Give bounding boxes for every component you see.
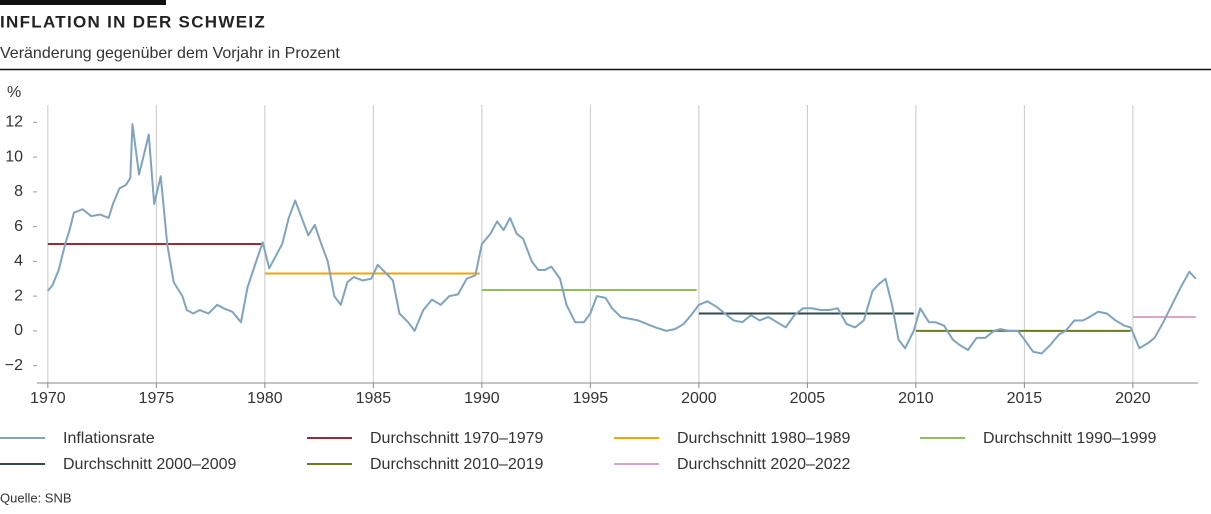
legend-label: Durchschnitt 2020–2022 — [677, 456, 851, 473]
y-tick-label: 0 — [14, 322, 23, 339]
y-tick-label: 4 — [14, 253, 23, 270]
y-tick-label: −2 — [5, 357, 23, 374]
y-tick-label: 10 — [5, 148, 23, 165]
x-tick-label: 1990 — [464, 390, 500, 407]
x-tick-label: 1980 — [247, 390, 283, 407]
y-axis-label: % — [7, 84, 21, 101]
chart-title: INFLATION IN DER SCHWEIZ — [0, 12, 266, 31]
title-bar — [0, 0, 166, 5]
legend-label: Durchschnitt 2010–2019 — [370, 456, 544, 473]
y-tick-label: 12 — [5, 114, 23, 131]
legend-label: Durchschnitt 1970–1979 — [370, 430, 544, 447]
y-tick-label: 6 — [14, 218, 23, 235]
x-tick-label: 1995 — [573, 390, 609, 407]
grid: −2 0 2 4 6 8 10 12 1970 1975 1980 1985 1990 1995 2000 2… — [5, 105, 1198, 407]
x-tick-label: 2015 — [1007, 390, 1043, 407]
x-tick-label: 1985 — [356, 390, 392, 407]
x-tick-label: 2020 — [1115, 390, 1151, 407]
x-tick-label: 1970 — [30, 390, 66, 407]
inflation-line — [47, 123, 1197, 355]
y-tick-label: 8 — [14, 183, 23, 200]
x-tick-label: 2010 — [898, 390, 934, 407]
x-tick-label: 2005 — [790, 390, 826, 407]
legend-label: Inflationsrate — [63, 430, 155, 447]
y-tick-label: 2 — [14, 287, 23, 304]
chart-subtitle: Veränderung gegenüber dem Vorjahr in Pro… — [0, 45, 340, 62]
x-tick-label: 1975 — [139, 390, 175, 407]
x-tick-label: 2000 — [681, 390, 717, 407]
legend-label: Durchschnitt 1990–1999 — [983, 430, 1157, 447]
legend: Inflationsrate Durchschnitt 1970–1979 Durc… — [0, 430, 1157, 473]
plot — [47, 123, 1197, 355]
source: Quelle: SNB — [0, 490, 72, 505]
legend-label: Durchschnitt 2000–2009 — [63, 456, 237, 473]
legend-label: Durchschnitt 1980–1989 — [677, 430, 851, 447]
